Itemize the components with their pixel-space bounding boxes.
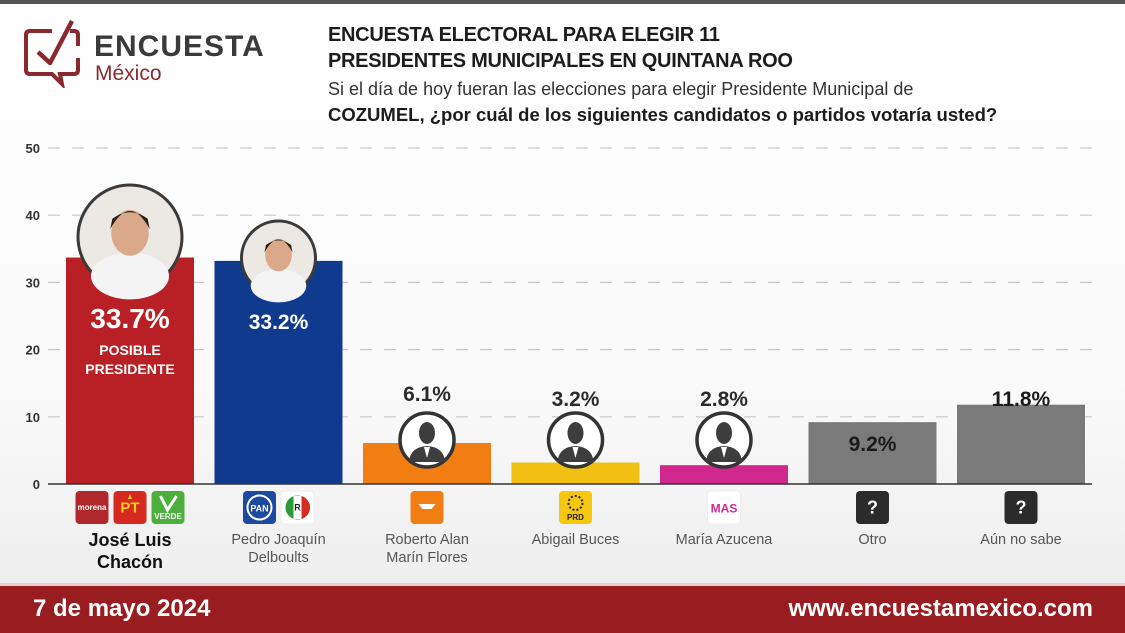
bar <box>660 465 788 484</box>
portrait-face <box>111 209 149 256</box>
party-logo-unknown: ? <box>856 491 889 524</box>
party-logo-bg <box>75 491 109 524</box>
party-logo-mas: MAS <box>707 490 741 525</box>
bar-group: 6.1% <box>363 383 491 484</box>
party-logo-text: PT <box>120 500 139 517</box>
bar <box>511 462 640 484</box>
y-tick-label: 0 <box>33 477 40 492</box>
value-label: 33.2% <box>249 311 309 334</box>
portrait-hair <box>110 211 150 230</box>
party-logo-pri: R <box>280 490 315 525</box>
value-label: 2.8% <box>700 388 748 411</box>
party-logo-bg <box>856 491 889 524</box>
silhouette-head <box>567 422 584 444</box>
brand-name: ENCUESTA <box>94 30 265 63</box>
party-logo-text: R <box>294 503 301 513</box>
portrait-shirt <box>91 252 169 300</box>
bar-group: 2.8% <box>660 388 788 484</box>
party-logo-prd: PRD <box>559 491 592 524</box>
portrait-hair <box>264 239 293 253</box>
page-title-line1: ENCUESTA ELECTORAL PARA ELEGIR 11 <box>328 24 720 46</box>
portrait-shirt <box>250 269 307 303</box>
header: ENCUESTA ELECTORAL PARA ELEGIR 11 PRESID… <box>328 22 1108 128</box>
party-logo-morena: morena <box>75 491 109 524</box>
party-logo-text: PRD <box>567 513 584 522</box>
value-label: 33.7% <box>90 303 169 334</box>
value-label: 9.2% <box>849 433 897 456</box>
silhouette-collar <box>424 447 430 458</box>
value-label: 6.1% <box>403 383 451 406</box>
category-label: Delboults <box>248 550 308 566</box>
silhouette-collar <box>572 447 579 458</box>
y-tick-label: 30 <box>26 275 40 290</box>
portrait-face <box>265 238 292 272</box>
bar <box>808 422 937 484</box>
party-logo-text: ? <box>867 498 878 518</box>
party-logo-text: PAN <box>250 504 268 514</box>
party-logo-bg <box>1004 491 1038 524</box>
category-label: María Azucena <box>676 532 774 548</box>
silhouette-head <box>716 422 732 444</box>
bar-group: 11.8% <box>957 388 1085 484</box>
page-title-line2: PRESIDENTES MUNICIPALES EN QUINTANA ROO <box>328 50 793 72</box>
category-label: Marín Flores <box>386 550 467 566</box>
verde-v-icon <box>159 495 178 514</box>
highlight-label: POSIBLE <box>99 342 160 358</box>
party-logo-text: morena <box>78 503 107 512</box>
y-tick-label: 10 <box>26 410 40 425</box>
category-label: Otro <box>858 532 886 548</box>
party-logo-text: ? <box>1016 498 1027 518</box>
y-tick-label: 40 <box>26 208 40 223</box>
brand-subtitle: México <box>95 62 162 85</box>
bar <box>957 404 1085 484</box>
category-label: José Luis <box>88 530 171 550</box>
prd-sun-icon <box>567 495 584 511</box>
pri-red <box>301 496 311 519</box>
pan-circle <box>246 494 273 521</box>
footer-date: 7 de mayo 2024 <box>33 595 211 622</box>
checkmark-chat-icon <box>24 19 80 88</box>
party-logo-text: MAS <box>711 502 738 516</box>
value-label: 11.8% <box>992 388 1051 411</box>
highlight-label: PRESIDENTE <box>85 361 174 377</box>
party-logo-bg <box>559 491 592 524</box>
silhouette-head <box>419 422 435 444</box>
category-label: Aún no sabe <box>980 532 1061 548</box>
pri-white <box>293 496 302 519</box>
category-label: Chacón <box>97 552 163 572</box>
footer-url[interactable]: www.encuestamexico.com <box>788 595 1093 622</box>
bar-group: 9.2% <box>808 422 937 484</box>
party-logo-pt: PT <box>113 491 147 524</box>
category-label: Roberto Alan <box>385 532 469 548</box>
bar-group: 33.2% <box>214 219 343 484</box>
party-logo-movimiento-ciudadano <box>410 491 444 524</box>
top-border <box>0 0 1125 4</box>
value-label: 3.2% <box>552 388 600 411</box>
silhouette-collar <box>721 447 727 458</box>
question-line2: COZUMEL, ¿por cuál de los siguientes can… <box>328 104 998 125</box>
bar-group: 33.7% POSIBLE PRESIDENTE <box>66 183 194 484</box>
party-logo-bg <box>113 491 147 524</box>
party-logo-unknown: ? <box>1004 491 1038 524</box>
party-logo-text: VERDE <box>154 512 182 521</box>
party-logo-pan: PAN <box>243 491 276 524</box>
y-tick-label: 50 <box>26 141 40 156</box>
bar-group: 3.2% <box>511 388 640 484</box>
party-logo-verde: VERDE <box>151 491 185 524</box>
y-tick-label: 20 <box>26 343 40 358</box>
footer: 7 de mayo 2024 www.encuestamexico.com <box>0 583 1125 633</box>
question-line1: Si el día de hoy fueran las elecciones p… <box>328 79 914 99</box>
brand-logo: ENCUESTA México <box>22 18 292 88</box>
party-logo-bg <box>707 490 741 525</box>
pt-star-icon <box>128 494 132 499</box>
mc-eagle-icon <box>418 504 436 509</box>
category-label: Pedro Joaquín <box>231 532 325 548</box>
category-label: Abigail Buces <box>532 532 620 548</box>
